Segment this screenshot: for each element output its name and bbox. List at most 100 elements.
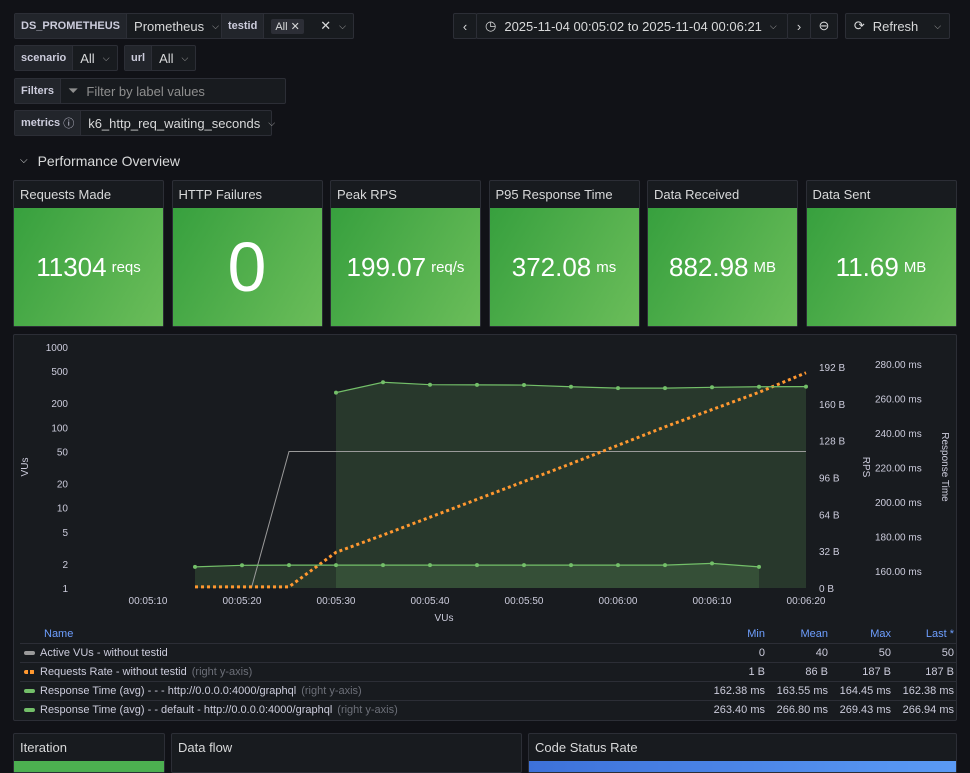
chevron-down-icon[interactable]: ⌵	[934, 20, 942, 31]
stat-title: Data Sent	[812, 187, 871, 202]
info-icon[interactable]: ⓘ	[63, 118, 75, 130]
legend-value: 40	[815, 647, 828, 659]
performance-chart[interactable]: 00:05:10 00:05:20 00:05:30 00:05:40 00:05:50…	[0, 334, 970, 624]
stat-panel: HTTP Failures 0	[171, 180, 323, 327]
legend-col-max[interactable]: Max	[870, 627, 891, 640]
legend-col-mean[interactable]: Mean	[800, 627, 828, 640]
stat-title: HTTP Failures	[178, 187, 263, 202]
url-picker[interactable]: url All ⌵	[124, 45, 197, 71]
datasource-picker[interactable]: DS_PROMETHEUS Prometheus ⌵	[14, 13, 227, 39]
iteration-stat-fill	[14, 761, 164, 772]
legend-col-min[interactable]: Min	[747, 627, 765, 640]
series-point	[381, 380, 385, 385]
stat-panel: Peak RPS 199.07 req/s	[330, 180, 481, 327]
y-right-rps-axis-label: RPS	[860, 457, 871, 478]
y-right-rt-tick-label: 240.00 ms	[875, 429, 922, 440]
y-right-rt-tick-label: 280.00 ms	[875, 360, 922, 371]
y-right-rps-tick-label: 32 B	[819, 547, 840, 558]
chevron-down-icon: ⌵	[212, 20, 219, 31]
filters-label: Filters	[15, 79, 62, 103]
y-right-rps-tick-label: 96 B	[819, 474, 840, 485]
series-point	[569, 384, 573, 389]
series-point	[428, 563, 432, 568]
series-point	[710, 561, 714, 566]
series-point	[522, 383, 526, 388]
x-axis-label: VUs	[435, 613, 454, 624]
clock-icon: ◷	[485, 18, 497, 33]
testid-chip[interactable]: All ✕	[271, 18, 304, 34]
stat-body: 372.08 ms	[489, 208, 639, 326]
zoom-out-button[interactable]: ⊖	[810, 13, 838, 39]
legend-row[interactable]: Active VUs - without testid 0 40 50 50	[20, 643, 956, 662]
x-tick-label: 00:05:50	[505, 596, 544, 607]
x-tick-label: 00:05:10	[129, 596, 168, 607]
stat-body: 11304 reqs	[14, 208, 163, 326]
filters-input[interactable]: Filter by label values	[86, 83, 205, 99]
legend-row[interactable]: Response Time (avg) - - - http://0.0.0.0…	[20, 681, 956, 700]
legend-header: Name Min Mean Max Last *	[20, 624, 956, 643]
legend-value: 266.94 ms	[902, 704, 954, 716]
stat-panel: Data Sent 11.69 MB	[805, 180, 957, 327]
y-right-rt-tick-label: 200.00 ms	[875, 498, 922, 509]
time-forward-button[interactable]: ›	[787, 13, 811, 39]
stat-panel: P95 Response Time 372.08 ms	[488, 180, 640, 327]
stat-unit: reqs	[111, 258, 141, 276]
chevron-down-icon: ⌵	[20, 155, 28, 166]
time-back-button[interactable]: ‹	[453, 13, 477, 39]
legend-row[interactable]: Response Time (avg) - - default - http:/…	[20, 700, 956, 719]
refresh-button[interactable]: ⟳ Refresh ⌵	[845, 13, 950, 39]
chevron-down-icon: ⌵	[102, 52, 110, 63]
time-range-label: 2025-11-04 00:05:02 to 2025-11-04 00:06:…	[504, 18, 762, 34]
series-area-fill	[336, 382, 806, 588]
clear-icon[interactable]: ✕	[320, 18, 332, 33]
metrics-picker[interactable]: metrics ⓘ k6_http_req_waiting_seconds ⌵	[14, 110, 275, 136]
x-tick-label: 00:05:30	[317, 596, 356, 607]
testid-label: testid	[222, 14, 265, 38]
scenario-picker[interactable]: scenario All ⌵	[14, 45, 118, 71]
series-color-swatch	[24, 708, 35, 712]
x-tick-label: 00:06:10	[693, 596, 732, 607]
series-color-swatch	[24, 670, 35, 674]
stat-unit: MB	[903, 258, 927, 276]
series-point	[663, 563, 667, 568]
url-value: All	[159, 50, 174, 66]
legend-value: 266.80 ms	[776, 704, 828, 716]
stat-value: 882.98	[668, 251, 749, 282]
row-title: Performance Overview	[37, 153, 180, 169]
stat-panel: Data Received 882.98 MB	[647, 180, 798, 327]
series-point	[710, 385, 714, 390]
performance-chart-panel	[13, 334, 957, 721]
iteration-title: Iteration	[20, 740, 67, 755]
y-right-rps-tick-label: 64 B	[819, 510, 840, 521]
series-point	[381, 563, 385, 568]
x-tick-label: 00:05:20	[223, 596, 262, 607]
series-line	[195, 371, 807, 589]
remove-icon[interactable]: ✕	[290, 20, 300, 33]
legend-axis-note: (right y-axis)	[191, 666, 253, 678]
filters-control[interactable]: Filters ⏷ Filter by label values	[14, 78, 286, 104]
series-point	[757, 384, 761, 389]
y-left-tick-label: 100	[51, 423, 68, 434]
legend-col-last[interactable]: Last *	[925, 627, 954, 640]
iteration-panel: Iteration	[13, 733, 165, 773]
y-right-rt-tick-label: 260.00 ms	[875, 395, 922, 406]
series-point	[334, 390, 338, 395]
legend-value: 187 B	[925, 666, 954, 678]
stat-unit: MB	[753, 258, 777, 276]
code-status-fill	[529, 761, 956, 772]
testid-picker[interactable]: testid All ✕ ✕ ⌵	[221, 13, 354, 39]
stat-unit: ms	[596, 258, 617, 276]
stat-title: P95 Response Time	[495, 187, 613, 202]
legend-value: 269.43 ms	[839, 704, 891, 716]
legend-series-name: Active VUs - without testid	[40, 647, 168, 659]
time-range-picker[interactable]: ◷ 2025-11-04 00:05:02 to 2025-11-04 00:06…	[476, 13, 788, 39]
legend-series-name: Requests Rate - without testid	[40, 666, 187, 678]
y-left-tick-label: 2	[62, 560, 68, 571]
url-label: url	[125, 46, 153, 70]
series-point	[522, 563, 526, 568]
legend-row[interactable]: Requests Rate - without testid (right y-a…	[20, 662, 956, 681]
legend-value: 50	[878, 647, 891, 659]
series-point	[287, 563, 291, 568]
row-performance-overview[interactable]: ⌵ Performance Overview	[20, 153, 180, 169]
legend-col-name[interactable]: Name	[44, 627, 74, 640]
